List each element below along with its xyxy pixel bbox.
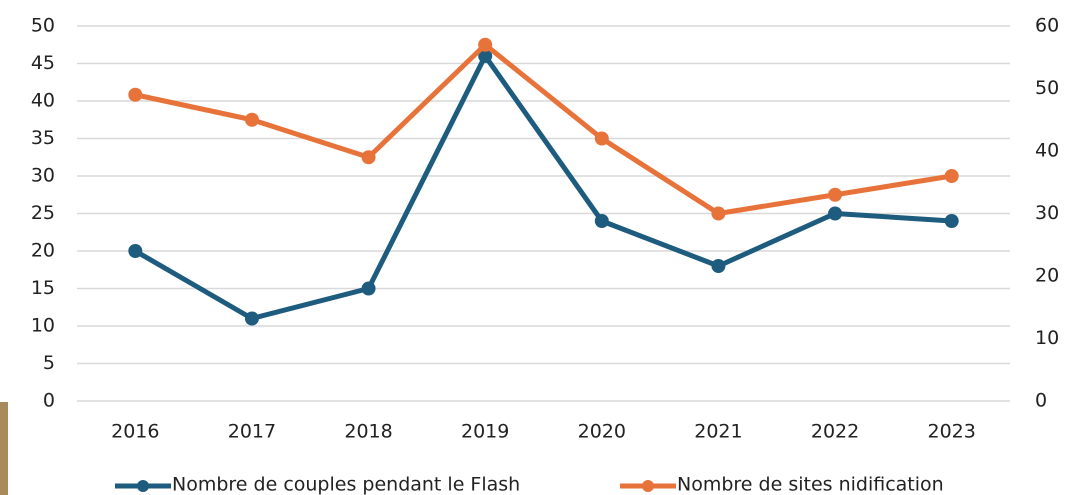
point: [594, 131, 609, 146]
x-tick-label: 2019: [461, 421, 509, 443]
x-tick-label: 2022: [811, 421, 859, 443]
point: [128, 244, 143, 258]
y2-tick-label: 60: [1035, 15, 1059, 37]
point: [244, 112, 259, 127]
point: [361, 150, 376, 165]
y-tick-label: 40: [31, 90, 55, 112]
y2-tick-label: 30: [1035, 202, 1059, 224]
x-tick-label: 2018: [344, 421, 392, 443]
y-tick-label: 45: [31, 52, 55, 74]
y-tick-label: 5: [43, 352, 55, 374]
point: [828, 206, 843, 221]
point: [361, 281, 376, 296]
point: [478, 37, 493, 52]
y-tick-label: 10: [31, 315, 55, 337]
point: [478, 49, 493, 63]
y2-tick-label: 50: [1035, 77, 1059, 99]
point: [944, 214, 959, 228]
edge-strip: [0, 402, 8, 495]
y-tick-label: 25: [31, 202, 55, 224]
point: [944, 169, 959, 183]
point: [711, 206, 726, 221]
point: [711, 259, 726, 273]
y-tick-label: 50: [31, 15, 55, 37]
y-tick-label: 0: [43, 390, 55, 412]
point: [594, 214, 609, 228]
point: [128, 87, 143, 102]
legend-marker: [137, 480, 149, 492]
x-tick-label: 2020: [578, 421, 626, 443]
series-line: [134, 42, 953, 216]
x-tick-label: 2021: [694, 421, 742, 443]
y-tick-label: 35: [31, 127, 55, 149]
legend-label: Nombre de sites nidification: [677, 474, 944, 495]
series-line: [134, 53, 952, 321]
y2-tick-label: 0: [1035, 390, 1047, 412]
legend-label: Nombre de couples pendant le Flash: [172, 474, 520, 495]
legend-marker: [642, 480, 654, 492]
y2-tick-label: 20: [1035, 265, 1059, 287]
y-tick-label: 20: [31, 240, 55, 262]
x-tick-label: 2016: [111, 421, 159, 443]
y2-tick-label: 40: [1035, 140, 1059, 162]
point: [244, 311, 259, 326]
y-tick-label: 15: [31, 277, 55, 299]
x-tick-label: 2023: [928, 421, 976, 443]
x-tick-label: 2017: [228, 421, 276, 443]
point: [828, 187, 843, 202]
y2-tick-label: 10: [1035, 327, 1059, 349]
y-tick-label: 30: [31, 165, 55, 187]
